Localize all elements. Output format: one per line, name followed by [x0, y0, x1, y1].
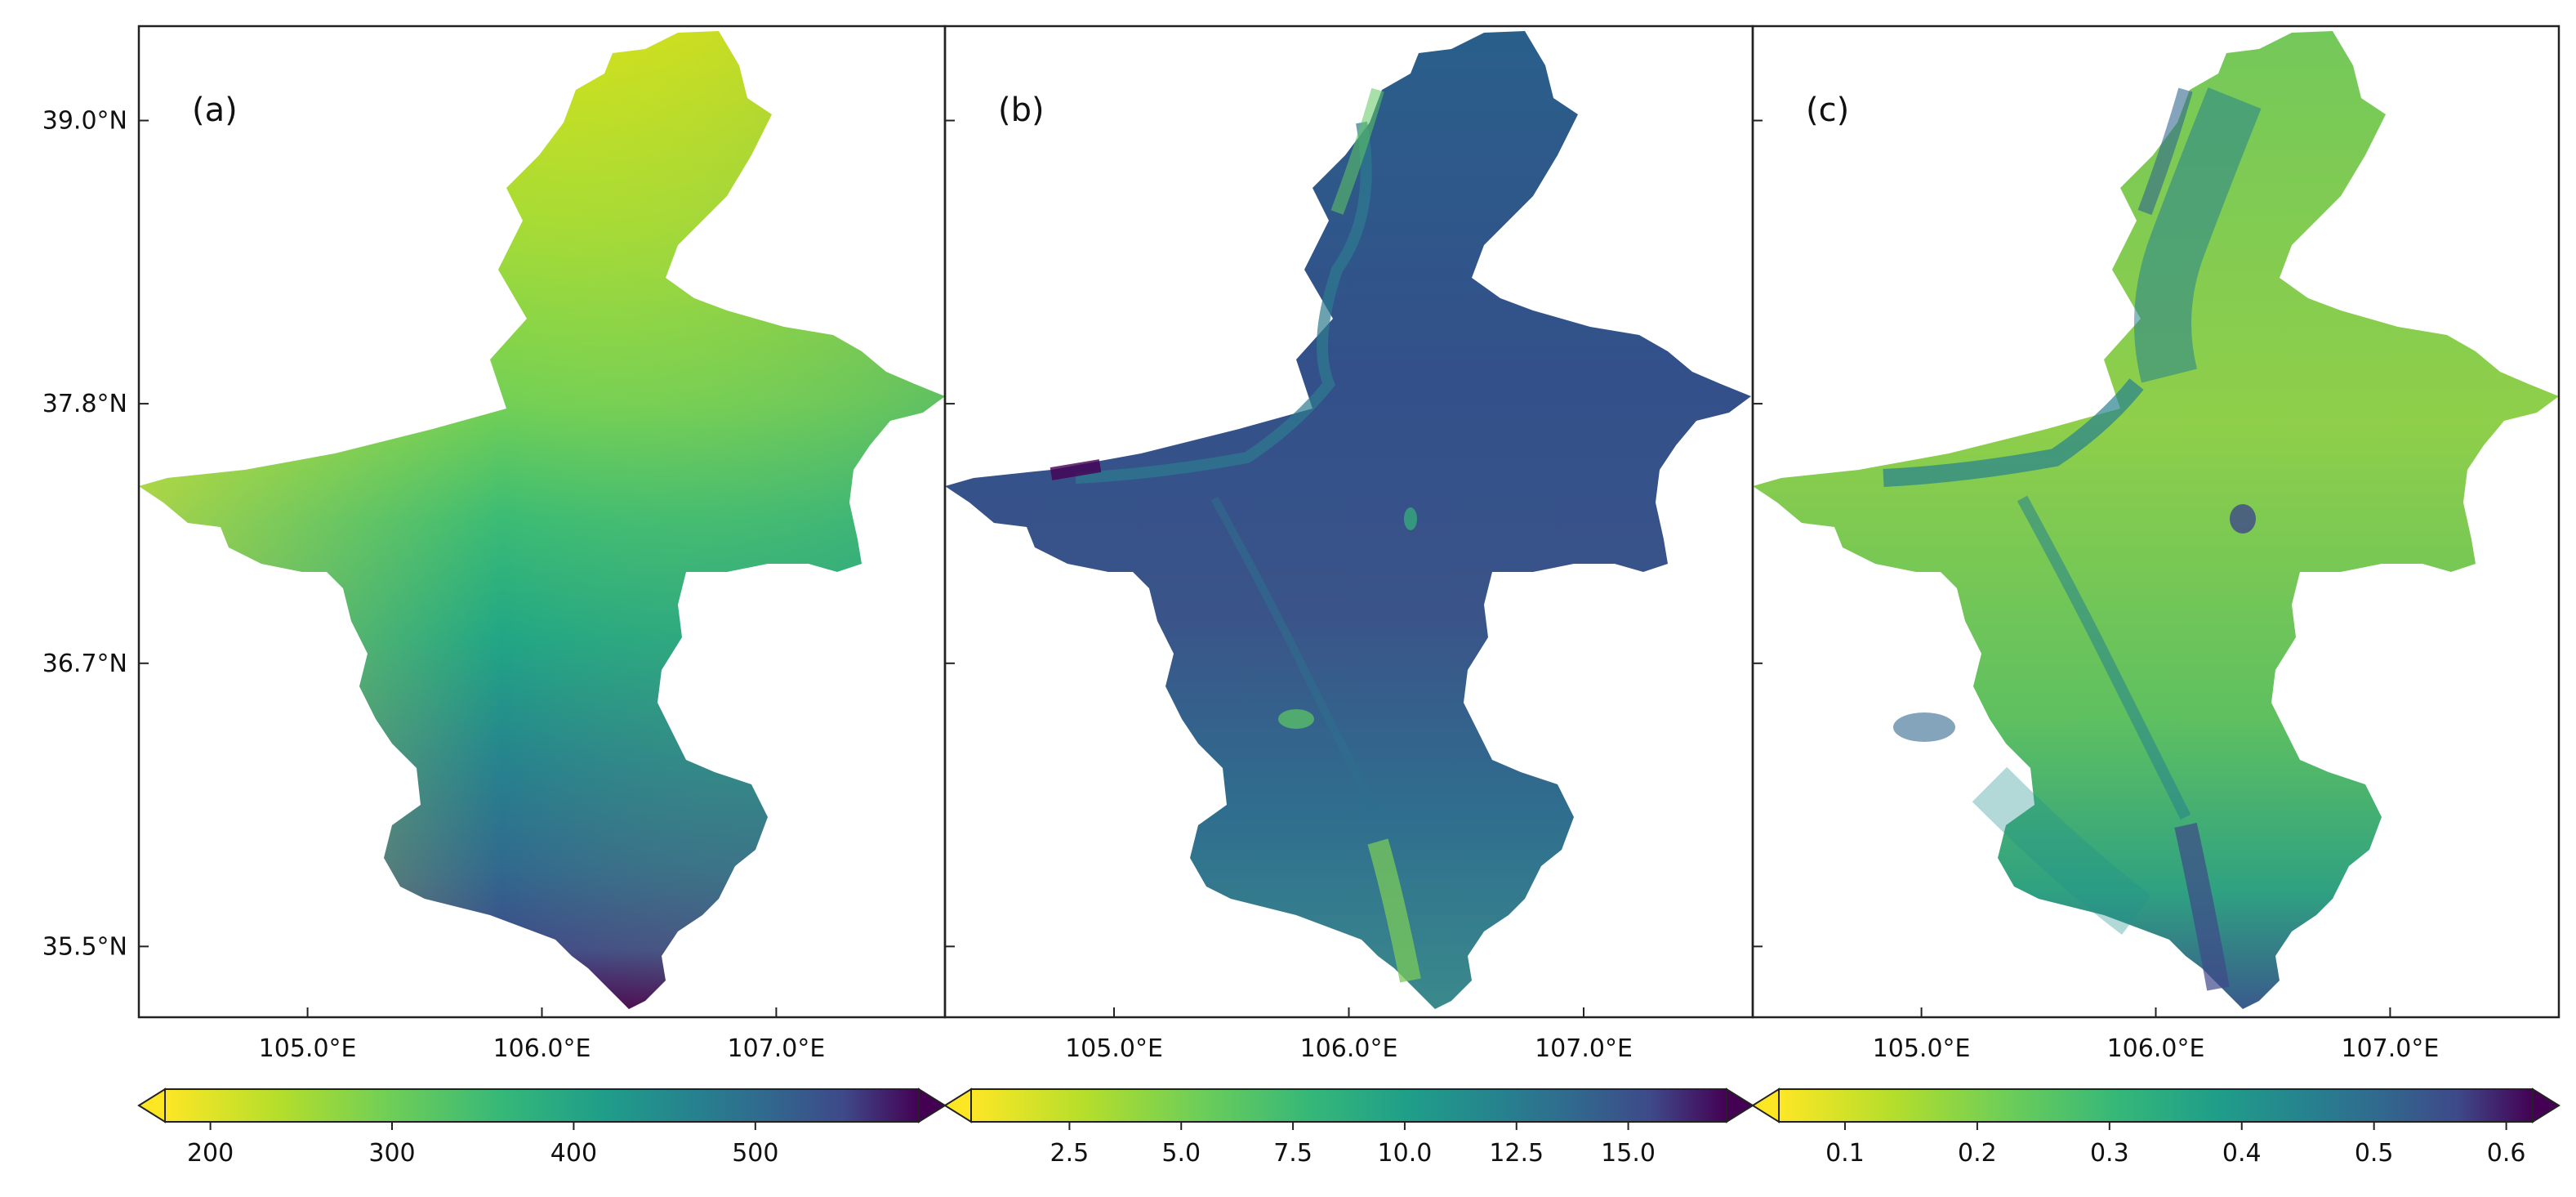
region-map-b — [945, 31, 1751, 1009]
colorbar-tick-label: 10.0 — [1378, 1139, 1433, 1168]
colorbar-c: 0.1 0.2 0.3 0.4 0.5 0.6 — [1751, 1088, 2560, 1168]
colorbar-tick-label: 300 — [368, 1139, 415, 1168]
lon-tick-label: 107.0°E — [727, 1034, 825, 1063]
region-map-c — [1753, 31, 2559, 1009]
colorbar-gradient — [1778, 1088, 2534, 1123]
lon-tick-label: 106.0°E — [1300, 1034, 1398, 1063]
panel-c: (c) — [1751, 25, 2560, 1019]
colorbar-tick-label: 12.5 — [1489, 1139, 1544, 1168]
lon-tick-label: 106.0°E — [2107, 1034, 2205, 1063]
colorbar-tick-label: 7.5 — [1273, 1139, 1313, 1168]
region-map-a — [139, 31, 945, 1009]
colorbar-extend-max — [918, 1088, 947, 1123]
colorbar-tick-label: 500 — [732, 1139, 778, 1168]
colorbar-tick-label: 5.0 — [1161, 1139, 1201, 1168]
colorbar-tick-label: 200 — [187, 1139, 234, 1168]
panel-label-c: (c) — [1806, 92, 1849, 129]
colorbar-tick-label: 2.5 — [1050, 1139, 1090, 1168]
colorbar-b: 2.5 5.0 7.5 10.0 12.5 15.0 — [943, 1088, 1754, 1168]
lon-tick-label: 107.0°E — [1535, 1034, 1633, 1063]
colorbar-extend-min — [1751, 1088, 1780, 1123]
colorbar-extend-max — [2532, 1088, 2560, 1123]
panel-b: (b) — [943, 25, 1754, 1019]
colorbar-tick-label: 0.1 — [1825, 1139, 1865, 1168]
colorbar-extend-max — [1726, 1088, 1754, 1123]
colorbar-gradient — [164, 1088, 920, 1123]
colorbar-extend-min — [137, 1088, 166, 1123]
lat-tick-label: 36.7°N — [42, 650, 127, 678]
colorbar-extend-min — [943, 1088, 972, 1123]
colorbar-tick-label: 0.4 — [2222, 1139, 2262, 1168]
colorbar-gradient — [970, 1088, 1727, 1123]
colorbar-tick-label: 15.0 — [1601, 1139, 1656, 1168]
lat-tick-label: 37.8°N — [42, 390, 127, 418]
lon-tick-label: 107.0°E — [2341, 1034, 2439, 1063]
panel-a: (a) — [137, 25, 947, 1019]
lon-tick-label: 105.0°E — [1065, 1034, 1163, 1063]
colorbar-tick-label: 400 — [550, 1139, 597, 1168]
colorbar-tick-label: 0.2 — [1958, 1139, 1997, 1168]
lat-tick-label: 35.5°N — [42, 932, 127, 961]
lon-tick-label: 105.0°E — [1873, 1034, 1971, 1063]
colorbar-a: 200 300 400 500 — [137, 1088, 947, 1168]
panel-label-a: (a) — [192, 92, 238, 129]
colorbar-tick-label: 0.5 — [2355, 1139, 2394, 1168]
panel-label-b: (b) — [998, 92, 1045, 129]
colorbar-tick-label: 0.6 — [2487, 1139, 2526, 1168]
colorbar-tick-label: 0.3 — [2090, 1139, 2129, 1168]
lat-tick-label: 39.0°N — [42, 107, 127, 136]
lon-tick-label: 105.0°E — [259, 1034, 357, 1063]
lon-tick-label: 106.0°E — [493, 1034, 591, 1063]
axes-ticks: 105.0°E 106.0°E 107.0°E 39.0°N 37.8°N 36.7°N 3… — [42, 107, 2440, 1063]
colorbars: 200 300 400 500 2.5 5.0 7.5 10.0 12.5 15.0 0.1 0.2 0… — [137, 1088, 2560, 1168]
